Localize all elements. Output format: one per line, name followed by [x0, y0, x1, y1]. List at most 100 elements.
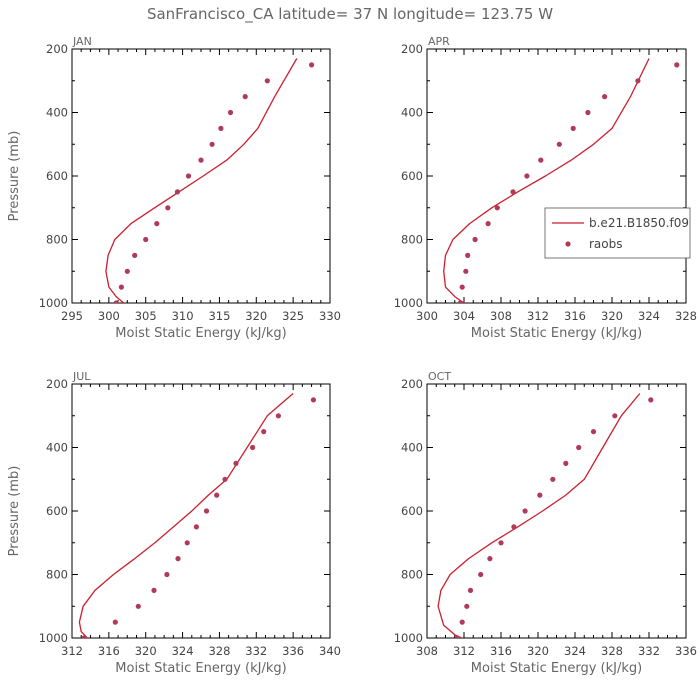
x-tick-label: 316 [490, 644, 512, 658]
raobs-point [185, 173, 192, 179]
plot-frame [71, 48, 331, 304]
raobs-point [165, 205, 171, 211]
y-tick-label: 800 [46, 233, 68, 247]
raobs-point [576, 444, 582, 451]
raobs-point [132, 252, 138, 258]
raobs-point [454, 635, 461, 638]
x-tick-label: 332 [638, 644, 660, 658]
raobs-point [498, 540, 504, 546]
y-tick-label: 400 [401, 106, 423, 120]
x-tick-label: 320 [135, 644, 157, 658]
x-tick-label: 312 [453, 644, 475, 658]
x-tick-label: 310 [172, 309, 194, 323]
panel-label: APR [428, 35, 450, 48]
raobs-point [463, 268, 469, 274]
raobs-point [175, 556, 181, 562]
x-tick-label: 305 [135, 309, 157, 323]
y-tick-label: 400 [401, 441, 423, 455]
raobs-point [485, 221, 491, 227]
y-tick-label: 1000 [394, 296, 423, 310]
x-tick-label: 320 [527, 644, 549, 658]
y-tick-label: 200 [46, 377, 68, 391]
y-tick-label: 600 [46, 169, 68, 183]
raobs-point [227, 109, 234, 116]
x-tick-label: 328 [675, 309, 697, 323]
raobs-point [570, 125, 576, 131]
raobs-point [467, 587, 474, 594]
y-tick-label: 600 [401, 504, 423, 518]
raobs-point [459, 284, 465, 290]
raobs-point [81, 635, 87, 638]
raobs-point [118, 284, 124, 290]
y-tick-label: 800 [46, 568, 68, 582]
raobs-point [164, 571, 170, 578]
raobs-point [151, 587, 157, 594]
panel-oct: OCT 308 312 316 320 324 328 332 336 200 400 600 800 1… [394, 370, 697, 676]
raobs-point [174, 189, 180, 195]
raobs-point [261, 429, 267, 435]
y-tick-label: 200 [401, 377, 423, 391]
x-axis-label: Moist Static Energy (kJ/kg) [115, 326, 286, 341]
plot-area [78, 393, 316, 638]
x-tick-label: 332 [245, 644, 267, 658]
raobs-point [218, 125, 224, 131]
raobs-point [511, 524, 517, 530]
legend-model-label: b.e21.B1850.f09 [589, 216, 689, 230]
y-axis-label: Pressure (mb) [7, 131, 22, 222]
raobs-point [143, 236, 149, 243]
x-tick-label: 316 [98, 644, 120, 658]
y-tick-label: 1000 [39, 296, 68, 310]
raobs-point [112, 619, 118, 625]
raobs-point [648, 397, 654, 403]
x-tick-label: 324 [172, 644, 194, 658]
y-tick-label: 1000 [39, 631, 68, 645]
raobs-point [264, 78, 270, 84]
raobs-point [457, 300, 463, 303]
x-tick-label: 312 [61, 644, 83, 658]
raobs-point [538, 157, 544, 163]
panel-jul: JUL 312 316 320 324 328 332 336 340 200 400 600 800 1… [7, 370, 341, 676]
plot-area [437, 393, 654, 638]
raobs-point [478, 571, 484, 578]
raobs-point [674, 62, 680, 68]
y-tick-label: 600 [46, 504, 68, 518]
raobs-point [193, 524, 199, 530]
raobs-point [198, 157, 204, 163]
model-line [437, 393, 641, 638]
x-tick-label: 336 [675, 644, 697, 658]
raobs-point [550, 476, 556, 482]
raobs-point [602, 94, 608, 100]
raobs-point [209, 141, 215, 147]
x-tick-label: 328 [601, 644, 623, 658]
plot-frame [426, 383, 687, 639]
y-tick-label: 400 [46, 106, 68, 120]
x-tick-label: 328 [208, 644, 230, 658]
panel-label: OCT [428, 370, 451, 383]
raobs-point [233, 460, 239, 466]
raobs-point [459, 619, 465, 625]
x-tick-label: 316 [564, 309, 586, 323]
raobs-point [184, 540, 190, 546]
y-tick-label: 200 [46, 42, 68, 56]
plot-area [105, 58, 315, 303]
raobs-point [494, 205, 500, 211]
raobs-point [250, 444, 256, 451]
y-tick-label: 800 [401, 568, 423, 582]
x-tick-label: 308 [490, 309, 512, 323]
raobs-point [242, 94, 248, 100]
legend-box [544, 207, 691, 259]
legend-obs-label: raobs [589, 237, 623, 251]
raobs-point [537, 492, 543, 498]
x-tick-label: 336 [282, 644, 304, 658]
raobs-point [203, 508, 210, 514]
raobs-point [275, 413, 281, 419]
y-axis-label: Pressure (mb) [7, 466, 22, 557]
panels: JAN 295 300 305 310 315 320 325 330 200 400 600 800 1… [7, 35, 697, 676]
raobs-point [612, 413, 618, 419]
legend: b.e21.B1850.f09 raobs [544, 207, 691, 259]
raobs-point [154, 221, 160, 227]
raobs-point [135, 603, 141, 609]
raobs-point [590, 429, 597, 435]
y-tick-label: 600 [401, 169, 423, 183]
